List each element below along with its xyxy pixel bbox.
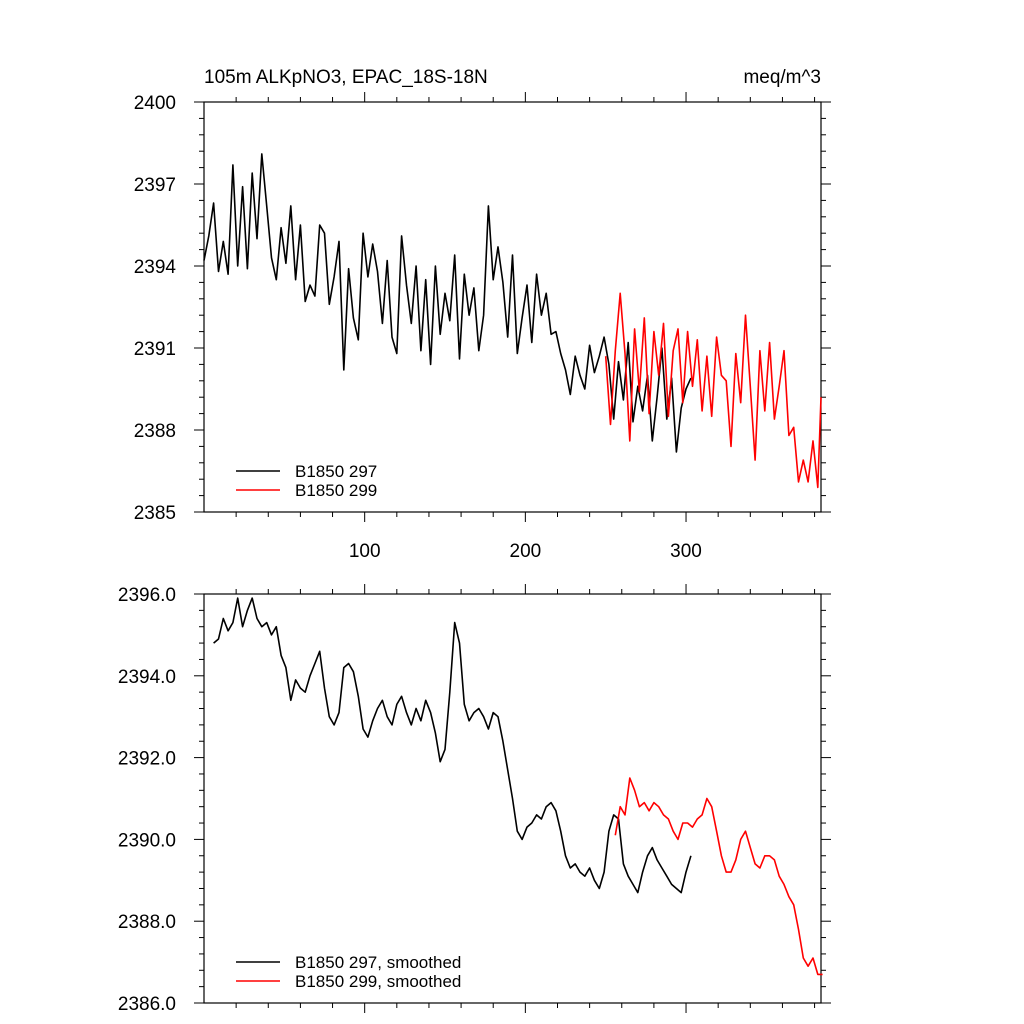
y-tick-label: 2391 — [134, 339, 176, 360]
y-tick-label: 2388 — [134, 421, 176, 442]
y-tick-label: 2394.0 — [118, 667, 176, 688]
y-tick-label: 2386.0 — [118, 994, 176, 1015]
y-tick-label: 2400 — [134, 93, 176, 114]
legend-label: B1850 299 — [295, 481, 377, 500]
bottom-panel: 2386.0 2388.0 2390.0 2392.0 2394.0 2396.0 B185… — [118, 584, 831, 1015]
y-tick-label: 2385 — [134, 503, 176, 524]
y-tick-label: 2388.0 — [118, 912, 176, 933]
series-line-b1850-299 — [614, 777, 823, 976]
series-line-b1850-297 — [213, 597, 692, 894]
series-line-b1850-299 — [604, 292, 822, 489]
y-tick-label: 2390.0 — [118, 830, 176, 851]
y-tick-label: 2396.0 — [118, 585, 176, 606]
y-tick-label: 2394 — [134, 257, 177, 278]
series-line-b1850-297 — [203, 153, 692, 453]
y-tick-label: 2397 — [134, 175, 176, 196]
plot-frame — [203, 593, 822, 1004]
legend-label: B1850 297 — [295, 462, 377, 481]
legend-label: B1850 297, smoothed — [295, 953, 461, 972]
top-panel: 100 200 300 2385 2388 2391 2394 2397 2400 B1850 2… — [134, 92, 831, 562]
plot-frame — [203, 101, 822, 513]
x-tick-label: 300 — [670, 541, 702, 562]
chart-title: 105m ALKpNO3, EPAC_18S-18N — [204, 67, 488, 88]
y-tick-label: 2392.0 — [118, 749, 176, 770]
x-tick-label: 100 — [349, 541, 381, 562]
units-label: meq/m^3 — [743, 67, 821, 88]
legend-label: B1850 299, smoothed — [295, 972, 461, 991]
x-tick-label: 200 — [510, 541, 542, 562]
